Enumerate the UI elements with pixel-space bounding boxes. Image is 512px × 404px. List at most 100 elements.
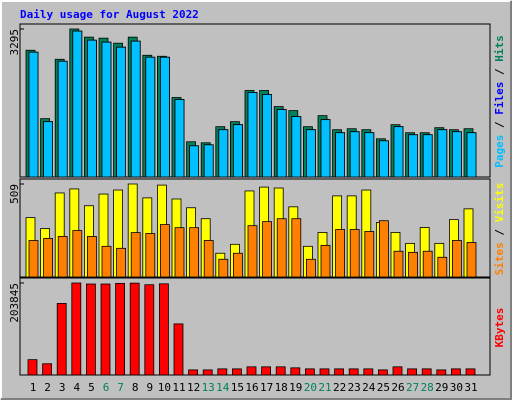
x-tick-label: 18 bbox=[275, 381, 288, 394]
bar bbox=[203, 144, 214, 178]
bar bbox=[377, 369, 388, 376]
bar bbox=[144, 284, 155, 376]
x-tick-label: 14 bbox=[216, 381, 230, 394]
bar bbox=[247, 92, 258, 178]
bar bbox=[349, 229, 360, 278]
x-tick-label: 8 bbox=[132, 381, 139, 394]
x-tick-label: 2 bbox=[44, 381, 51, 394]
bar bbox=[392, 366, 403, 376]
bar bbox=[407, 368, 418, 376]
x-tick-label: 22 bbox=[333, 381, 346, 394]
bar bbox=[364, 132, 375, 178]
bar bbox=[304, 368, 315, 376]
bar bbox=[57, 236, 68, 278]
bar bbox=[116, 46, 126, 178]
bar bbox=[43, 121, 53, 178]
bar bbox=[378, 140, 389, 178]
bar bbox=[363, 368, 374, 376]
bar bbox=[145, 56, 156, 178]
bar bbox=[72, 30, 83, 178]
bar bbox=[451, 240, 462, 278]
x-tick-label: 11 bbox=[172, 381, 185, 394]
bar bbox=[291, 116, 302, 178]
bar bbox=[437, 256, 448, 278]
x-tick-label: 28 bbox=[421, 381, 434, 394]
x-tick-label: 30 bbox=[450, 381, 463, 394]
x-tick-label: 3 bbox=[59, 381, 66, 394]
bar bbox=[247, 225, 258, 278]
bar bbox=[451, 131, 462, 178]
bar bbox=[422, 134, 433, 178]
x-tick-label: 26 bbox=[391, 381, 404, 394]
bar bbox=[28, 51, 39, 178]
bar bbox=[276, 218, 287, 278]
bar bbox=[393, 250, 404, 278]
legend-entry: Sites bbox=[493, 242, 506, 275]
bar bbox=[290, 367, 301, 376]
bar bbox=[56, 303, 67, 376]
bar bbox=[436, 369, 447, 376]
bar bbox=[173, 323, 184, 376]
bar bbox=[335, 132, 346, 178]
legend-separator: / bbox=[493, 115, 506, 135]
bar bbox=[42, 363, 52, 376]
bar bbox=[393, 126, 404, 178]
bar bbox=[202, 369, 213, 376]
bar bbox=[305, 129, 316, 178]
bar bbox=[291, 218, 302, 278]
bar bbox=[232, 252, 243, 278]
bar bbox=[408, 134, 419, 178]
legend: Pages / Files / Hits bbox=[493, 35, 506, 168]
bar bbox=[72, 230, 83, 278]
bar bbox=[437, 129, 448, 178]
legend: KBytes bbox=[493, 308, 506, 348]
bar bbox=[335, 229, 346, 278]
bar bbox=[275, 366, 286, 376]
bar bbox=[466, 242, 477, 278]
x-tick-label: 27 bbox=[406, 381, 419, 394]
bar bbox=[319, 368, 330, 376]
x-tick-label: 31 bbox=[464, 381, 477, 394]
x-tick-label: 24 bbox=[362, 381, 376, 394]
bar bbox=[348, 368, 359, 376]
bar bbox=[203, 240, 214, 278]
bar bbox=[116, 247, 126, 278]
bar bbox=[466, 132, 477, 178]
bar bbox=[217, 368, 228, 376]
legend-entry: KBytes bbox=[493, 308, 506, 348]
x-tick-label: 21 bbox=[318, 381, 331, 394]
x-tick-label: 17 bbox=[260, 381, 273, 394]
bar bbox=[87, 39, 97, 178]
bar bbox=[261, 366, 272, 376]
bar bbox=[71, 282, 82, 376]
bar bbox=[159, 224, 170, 278]
bar bbox=[450, 368, 461, 376]
x-tick-label: 19 bbox=[289, 381, 302, 394]
bar bbox=[364, 231, 375, 278]
bar bbox=[57, 60, 68, 178]
bar bbox=[189, 145, 200, 178]
x-tick-label: 25 bbox=[377, 381, 390, 394]
x-tick-label: 1 bbox=[30, 381, 37, 394]
bar bbox=[86, 283, 96, 376]
x-tick-label: 7 bbox=[117, 381, 124, 394]
bar bbox=[465, 368, 476, 376]
x-tick-label: 9 bbox=[146, 381, 153, 394]
bar bbox=[115, 282, 125, 376]
bar bbox=[231, 368, 242, 376]
x-tick-label: 29 bbox=[435, 381, 448, 394]
bar bbox=[218, 129, 229, 178]
legend-entry: Hits bbox=[493, 35, 506, 62]
legend-entry: Visits bbox=[493, 183, 506, 223]
bar bbox=[188, 369, 199, 376]
legend: Sites / Visits bbox=[493, 183, 506, 276]
y-tick-label: 509 bbox=[8, 184, 21, 204]
bar bbox=[218, 258, 229, 278]
bar bbox=[174, 227, 185, 278]
bar bbox=[262, 221, 273, 278]
bar bbox=[232, 124, 243, 178]
bar bbox=[320, 119, 331, 178]
